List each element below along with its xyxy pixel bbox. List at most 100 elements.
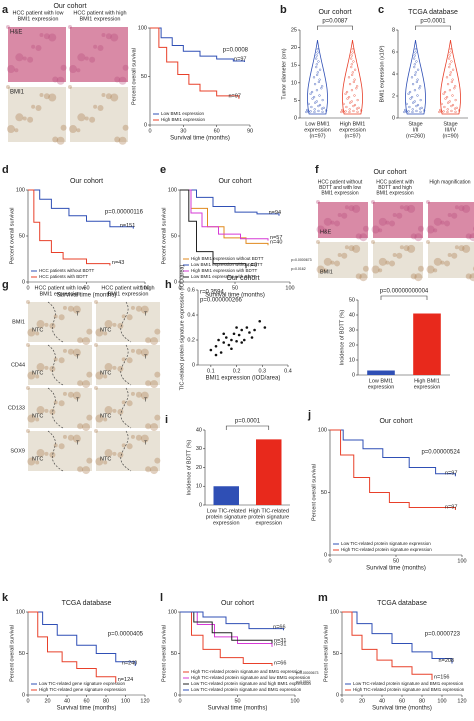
significance-bracket <box>317 25 353 30</box>
micrograph-texture <box>72 348 81 357</box>
micrograph-texture <box>465 273 472 280</box>
x-tick-label: 0 <box>26 285 29 291</box>
scatter-point <box>250 336 254 339</box>
x-tick-label: 50 <box>83 285 89 291</box>
x-axis-label: Survival time (months) <box>372 706 432 712</box>
x-tick-label: Stage <box>408 121 422 127</box>
x-tick-label: 20 <box>44 698 50 704</box>
micrograph-texture <box>140 348 149 357</box>
p-value: p=0.0000405 <box>108 632 144 638</box>
row-label: CD44 <box>11 362 25 368</box>
micrograph-texture <box>86 457 93 464</box>
micrograph <box>28 345 92 385</box>
violin-dot <box>344 110 347 113</box>
legend-label: Low BMI1 expression with BDTT <box>191 274 257 279</box>
violin-dot <box>403 110 406 114</box>
legend-label: Low BMI1 expression <box>161 111 205 116</box>
tumor-boundary <box>120 301 132 343</box>
micrograph-texture <box>433 257 442 266</box>
micrograph-texture <box>403 205 410 212</box>
micrograph-texture <box>103 417 108 422</box>
column-header: HCC patient with high <box>101 285 154 291</box>
x-tick-label: 120 <box>140 698 149 704</box>
x-tick-label: protein signature <box>248 514 289 520</box>
micrograph-texture <box>371 200 375 204</box>
violin-dot <box>438 110 441 114</box>
micrograph-texture <box>93 44 98 49</box>
y-axis-label: Incidence of BDTT (%) <box>186 440 192 496</box>
region-label: NTC <box>32 370 43 376</box>
micrograph-texture <box>77 53 86 62</box>
violin-dot <box>448 57 451 60</box>
scatter-point <box>217 338 220 342</box>
row-label: H&E <box>10 30 22 36</box>
violin-dot <box>313 110 316 114</box>
micrograph-texture <box>60 124 67 131</box>
micrograph-texture <box>341 212 348 219</box>
violin-dot <box>446 83 450 86</box>
micrograph-texture <box>150 380 159 389</box>
micrograph-texture <box>426 240 430 244</box>
survival-curve <box>150 27 245 62</box>
x-tick-label: 0.4 <box>284 368 292 374</box>
micrograph-texture <box>348 205 355 212</box>
micrograph <box>318 202 368 238</box>
n-label: n=156 <box>434 675 449 681</box>
column-header: HCC patient with high <box>73 10 126 16</box>
micrograph-texture <box>433 217 442 226</box>
violin-dot <box>442 110 445 113</box>
violin-dot <box>453 87 456 90</box>
y-tick-label: 0 <box>174 279 177 285</box>
violin-dot <box>445 96 449 99</box>
violin-dot <box>447 101 450 104</box>
micrograph-texture <box>112 451 117 456</box>
x-tick-label: 40 <box>64 698 70 704</box>
micrograph-texture <box>82 337 91 346</box>
y-tick-label: 0.2 <box>187 337 195 343</box>
column-header: BDTT and high <box>378 185 412 191</box>
micrograph-texture <box>6 85 10 89</box>
region-label: T <box>76 440 80 446</box>
micrograph-texture <box>150 337 159 346</box>
x-tick-label: 0 <box>178 285 181 291</box>
tumor-boundary <box>120 430 132 472</box>
micrograph-texture <box>454 205 459 210</box>
x-tick-label: 50 <box>232 285 238 291</box>
y-tick-label: 50 <box>171 233 177 239</box>
violin-dot <box>450 60 453 63</box>
bar <box>213 486 239 505</box>
micrograph-texture <box>58 400 65 407</box>
micrograph-texture <box>396 212 403 219</box>
y-tick-label: 30 <box>196 446 202 452</box>
micrograph-texture <box>6 125 15 134</box>
micrograph-texture <box>135 391 142 398</box>
panel-label: h <box>165 279 172 291</box>
micrograph-texture <box>462 204 471 213</box>
violin-dot <box>325 109 328 112</box>
micrograph-texture <box>112 365 117 370</box>
micrograph-texture <box>392 252 397 257</box>
micrograph-texture <box>62 391 67 396</box>
scatter-point <box>240 341 244 344</box>
scatter-point <box>219 351 223 354</box>
micrograph-texture <box>101 93 106 98</box>
n-label: n=43 <box>112 260 124 266</box>
n-label: n=40 <box>270 240 282 246</box>
violin-dot <box>348 110 351 114</box>
region-label: NTC <box>32 327 43 333</box>
violin-dot <box>342 102 345 106</box>
micrograph-texture <box>67 305 74 312</box>
micrograph-texture <box>110 93 119 102</box>
panel-title: Our cohort <box>373 169 406 176</box>
y-tick-label: 0 <box>294 115 297 121</box>
n-label: n=31 <box>274 638 286 644</box>
chart-title: Our cohort <box>221 600 254 607</box>
violin <box>342 39 363 115</box>
micrograph <box>28 431 92 471</box>
micrograph-texture <box>27 457 36 466</box>
y-tick-label: 15 <box>291 63 297 69</box>
scatter-point <box>258 319 262 323</box>
violin-dot <box>356 98 359 102</box>
x-tick-label: Low BMI1 <box>305 121 329 127</box>
y-axis-label: Percent overall survival <box>311 464 317 521</box>
